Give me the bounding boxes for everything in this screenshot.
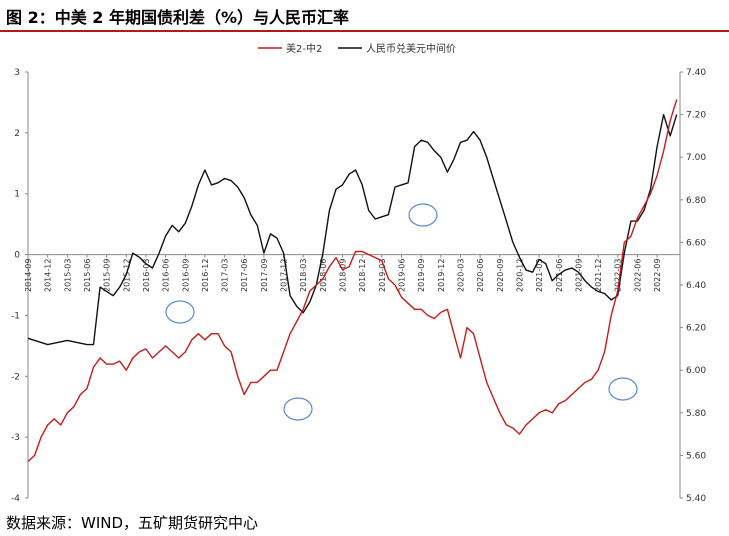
x-tick-label: 2022-06 (633, 259, 642, 292)
x-tick-label: 2021-03 (535, 259, 544, 292)
x-tick-label: 2018-12 (358, 259, 367, 292)
x-tick-label: 2021-12 (594, 259, 603, 292)
chart-canvas: 3 2 1 0 -1 -2 -3 -4 7.40 7.20 7.00 6.80 6.60 6.40 6.20… (11, 42, 706, 504)
x-tick-label: 2016-03 (142, 259, 151, 292)
series-line-fx (27, 113, 678, 346)
x-tick-label: 2021-09 (574, 259, 583, 292)
legend-label-spread: 美2-中2 (286, 42, 322, 55)
x-tick-label: 2020-03 (456, 259, 465, 292)
x-tick-label: 2022-09 (653, 259, 662, 292)
x-tick-label: 2015-09 (103, 259, 112, 292)
x-tick-label: 2022-03 (614, 259, 623, 292)
x-tick-label: 2015-06 (83, 259, 92, 292)
x-tick-label: 2018-09 (339, 259, 348, 292)
x-tick-label: 2020-06 (476, 259, 485, 292)
x-tick-label: 2018-03 (299, 259, 308, 292)
chart-lines (27, 99, 678, 463)
chart-axes: 3 2 1 0 -1 -2 -3 -4 7.40 7.20 7.00 6.80 6.60 6.40 6.20… (11, 68, 706, 504)
right-tick-label: 5.80 (686, 409, 706, 419)
right-tick-label: 5.40 (686, 494, 706, 504)
right-tick-label: 7.00 (686, 153, 706, 163)
annotation-circle (165, 300, 195, 324)
x-tick-label: 2015-03 (63, 259, 72, 292)
x-tick-label: 2014-09 (24, 259, 33, 292)
left-tick-label: -1 (11, 311, 20, 321)
x-tick-label: 2021-06 (555, 259, 564, 292)
x-tick-label: 2020-09 (496, 259, 505, 292)
source-note: 数据来源：WIND，五矿期货研究中心 (6, 514, 259, 532)
left-tick-label: 0 (14, 251, 20, 261)
right-tick-label: 6.60 (686, 238, 706, 248)
x-tick-label: 2017-03 (221, 259, 230, 292)
right-tick-label: 6.40 (686, 281, 706, 291)
x-tick-label: 2015-12 (122, 259, 131, 292)
x-tick-label: 2014-12 (44, 259, 53, 292)
x-tick-label: 2017-12 (280, 259, 289, 292)
x-tick-label: 2019-06 (398, 259, 407, 292)
x-tick-label: 2016-09 (181, 259, 190, 292)
x-tick-label: 2019-09 (417, 259, 426, 292)
left-tick-label: 1 (14, 190, 20, 200)
left-tick-label: -3 (11, 433, 20, 443)
right-tick-label: 6.00 (686, 366, 706, 376)
series-line-spread (27, 99, 678, 463)
x-tick-label: 2017-09 (260, 259, 269, 292)
annotation-circle (408, 203, 438, 227)
left-tick-label: 2 (14, 129, 20, 139)
chart-title: 图 2：中美 2 年期国债利差（%）与人民币汇率 (6, 8, 350, 27)
chart-legend: 美2-中2 人民币兑美元中间价 (258, 42, 456, 55)
right-tick-label: 6.80 (686, 196, 706, 206)
right-tick-label: 6.20 (686, 324, 706, 334)
x-tick-label: 2017-06 (240, 259, 249, 292)
right-tick-label: 5.60 (686, 451, 706, 461)
title-divider (0, 30, 729, 32)
left-tick-label: -2 (11, 372, 20, 382)
annotation-circle (283, 397, 313, 421)
x-tick-label: 2016-12 (201, 259, 210, 292)
x-tick-label: 2020-12 (515, 259, 524, 292)
x-tick-label: 2016-06 (162, 259, 171, 292)
left-tick-label: 3 (14, 68, 20, 78)
left-tick-label: -4 (11, 494, 20, 504)
x-tick-label: 2018-06 (319, 259, 328, 292)
annotation-circles (165, 203, 638, 421)
annotation-circle (608, 377, 638, 401)
x-tick-label: 2019-03 (378, 259, 387, 292)
right-tick-label: 7.20 (686, 111, 706, 121)
right-tick-label: 7.40 (686, 68, 706, 78)
x-tick-label: 2019-12 (437, 259, 446, 292)
legend-label-fx: 人民币兑美元中间价 (366, 42, 456, 55)
